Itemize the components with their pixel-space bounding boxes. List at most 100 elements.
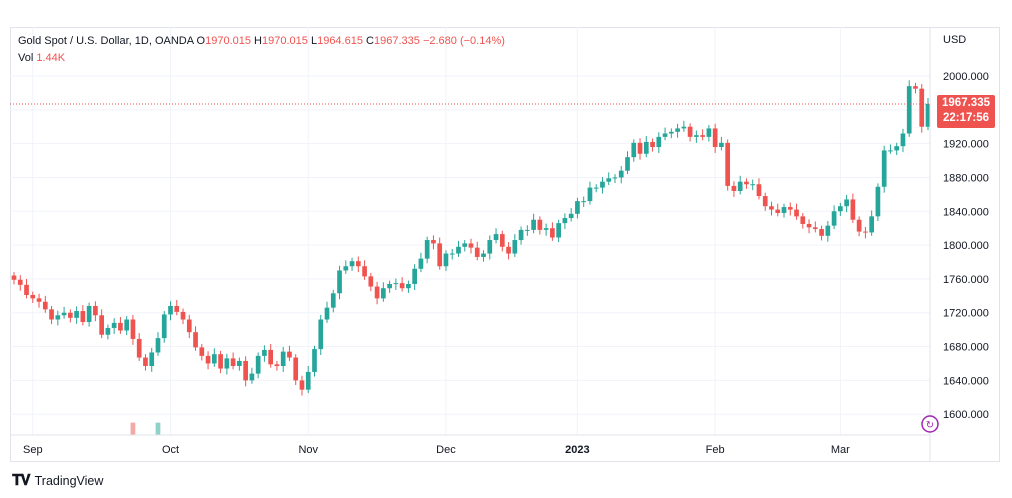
- candle-body: [925, 103, 931, 127]
- candle-body: [249, 373, 255, 381]
- candle-body: [111, 322, 117, 328]
- currency-label[interactable]: USD: [943, 34, 967, 46]
- y-tick-label: 2000.000: [943, 71, 989, 83]
- candle-body: [900, 133, 906, 147]
- brand-name: TradingView: [34, 473, 104, 488]
- candle-body: [230, 358, 236, 367]
- candle-body: [913, 86, 918, 89]
- candle-body: [118, 322, 123, 331]
- x-tick-label: Mar: [831, 444, 850, 456]
- candle-body: [17, 279, 23, 285]
- symbol-title[interactable]: Gold Spot / U.S. Dollar, 1D, OANDA: [18, 35, 194, 47]
- candle-body: [806, 223, 812, 228]
- open-value: 1970.015: [205, 35, 251, 47]
- candle-body: [775, 209, 781, 213]
- candle-body: [656, 136, 662, 148]
- candle-body: [362, 266, 367, 277]
- candle-body: [11, 275, 17, 280]
- candle-body: [562, 218, 568, 224]
- candle-body: [756, 184, 762, 197]
- candle-body: [787, 207, 793, 210]
- candle-body: [105, 327, 111, 335]
- candle-body: [838, 206, 843, 212]
- candle-body: [750, 184, 756, 186]
- candle-body: [86, 305, 92, 323]
- volume-bar: [155, 422, 161, 435]
- candle-body: [575, 201, 580, 214]
- candle-body: [418, 258, 424, 269]
- candle-body: [543, 228, 549, 230]
- candle-body: [437, 243, 443, 267]
- candle-body: [406, 283, 411, 289]
- legend-volume: Vol 1.44K: [18, 52, 65, 64]
- candle-body: [237, 360, 242, 367]
- candle-body: [224, 358, 230, 369]
- open-label: O: [196, 35, 206, 47]
- candle-body: [863, 231, 868, 233]
- candle-body: [593, 187, 599, 189]
- y-tick-label: 1920.000: [943, 139, 989, 151]
- low-label: L: [310, 35, 318, 47]
- candle-body: [180, 311, 186, 320]
- candle-body: [631, 142, 637, 158]
- candle-body: [99, 315, 104, 335]
- candle-body: [449, 253, 455, 255]
- candle-body: [155, 338, 161, 353]
- footer-branding[interactable]: 𝐓𝐕 TradingView: [12, 472, 103, 489]
- candle-body: [262, 349, 267, 356]
- y-tick-label: 1840.000: [943, 206, 989, 218]
- x-tick-label: Sep: [23, 444, 43, 456]
- tradingview-logo-icon: 𝐓𝐕: [12, 472, 31, 489]
- candle-body: [243, 360, 248, 381]
- candle-body: [812, 227, 818, 230]
- candle-body: [280, 351, 286, 367]
- candle-body: [36, 298, 42, 302]
- candle-body: [474, 247, 480, 257]
- candle-body: [55, 315, 61, 320]
- candle-body: [568, 213, 574, 219]
- candle-body: [618, 170, 624, 178]
- candle-body: [769, 206, 774, 210]
- candle-body: [888, 150, 893, 152]
- candle-body: [512, 240, 518, 254]
- close-label: C: [366, 35, 374, 47]
- candle-body: [825, 225, 831, 236]
- candle-body: [168, 305, 173, 315]
- candle-body: [850, 199, 856, 220]
- y-tick-label: 1800.000: [943, 240, 989, 252]
- candle-body: [305, 371, 311, 390]
- high-value: 1970.015: [262, 35, 308, 47]
- candle-body: [869, 216, 875, 233]
- candle-body: [856, 219, 862, 232]
- candle-body: [581, 201, 587, 203]
- candle-body: [650, 141, 655, 148]
- time-axis[interactable]: Sep Oct Nov Dec 2023 Feb Mar: [23, 444, 850, 456]
- candle-body: [468, 243, 474, 248]
- candle-body: [368, 276, 374, 287]
- candle-body: [136, 338, 142, 358]
- candle-body: [337, 270, 342, 294]
- candle-body: [800, 216, 806, 224]
- candle-body: [731, 185, 737, 191]
- candle-body: [881, 150, 887, 187]
- candle-body: [412, 268, 418, 284]
- legend-ohlc: Gold Spot / U.S. Dollar, 1D, OANDA O1970…: [18, 35, 505, 47]
- candlesticks: [11, 80, 931, 396]
- candle-body: [268, 349, 274, 365]
- y-tick-label: 1880.000: [943, 172, 989, 184]
- candle-body: [506, 246, 511, 254]
- candle-body: [287, 351, 292, 358]
- volume-label[interactable]: Vol: [18, 52, 34, 64]
- candle-body: [499, 234, 505, 247]
- candle-body: [537, 219, 543, 230]
- candle-body: [293, 357, 299, 381]
- candle-body: [74, 311, 79, 318]
- goto-realtime-icon[interactable]: ↻: [921, 415, 939, 433]
- high-label: H: [254, 35, 262, 47]
- bar-countdown: 22:17:56: [942, 112, 990, 124]
- candle-body: [393, 283, 399, 285]
- candle-body: [381, 288, 386, 299]
- candle-body: [324, 307, 330, 320]
- candle-body: [161, 314, 167, 339]
